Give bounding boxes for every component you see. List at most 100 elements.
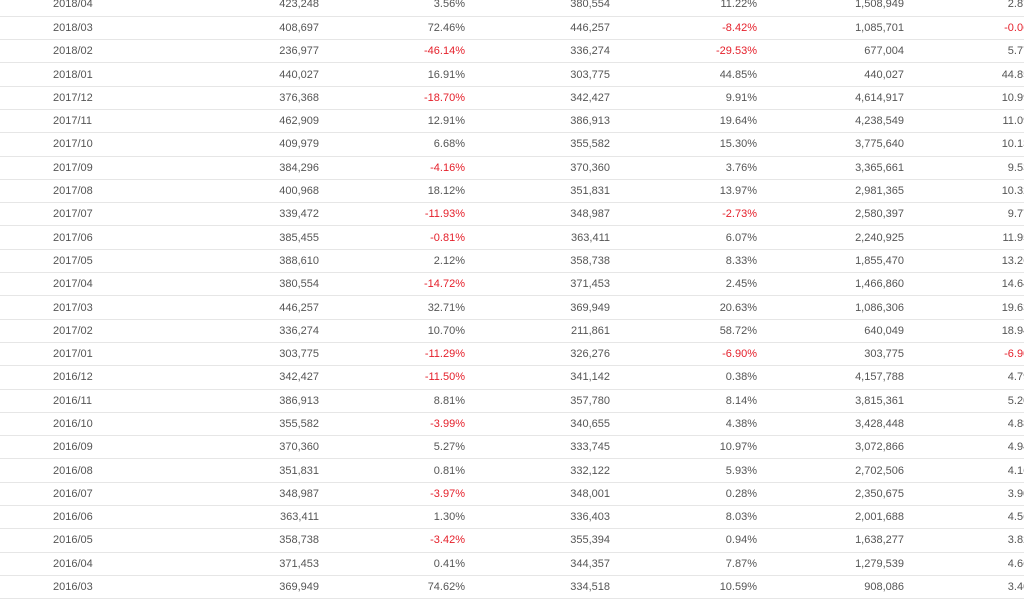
value-1-cell: 423,248 — [153, 0, 319, 17]
cumulative-change-cell: 10.99% — [904, 86, 1024, 110]
table-row: 2016/04 371,453 0.41% 344,357 7.87% 1,27… — [0, 552, 1024, 576]
value-2-cell: 340,655 — [465, 412, 610, 437]
cumulative-change-cell: 4.56% — [904, 505, 1024, 530]
cumulative-value-cell: 1,279,539 — [757, 552, 904, 576]
change-1-cell: -11.93% — [319, 202, 465, 227]
cumulative-value-cell: 3,775,640 — [757, 132, 904, 157]
change-2-cell: 9.91% — [610, 86, 757, 110]
month-cell: 2017/12 — [0, 86, 153, 110]
value-2-cell: 336,274 — [465, 39, 610, 64]
value-2-cell: 351,831 — [465, 179, 610, 204]
month-cell: 2017/05 — [0, 249, 153, 274]
change-1-cell: -3.97% — [319, 482, 465, 507]
change-2-cell: 15.30% — [610, 132, 757, 157]
change-2-cell: 58.72% — [610, 319, 757, 343]
month-cell: 2016/11 — [0, 389, 153, 413]
table-row: 2017/11 462,909 12.91% 386,913 19.64% 4,… — [0, 109, 1024, 134]
cumulative-change-cell: 3.40% — [904, 575, 1024, 600]
cumulative-value-cell: 4,614,917 — [757, 86, 904, 110]
month-cell: 2017/07 — [0, 202, 153, 227]
value-1-cell: 440,027 — [153, 62, 319, 87]
cumulative-change-cell: 3.82% — [904, 528, 1024, 553]
table-row: 2018/02 236,977 -46.14% 336,274 -29.53% … — [0, 39, 1024, 64]
cumulative-value-cell: 908,086 — [757, 575, 904, 600]
value-1-cell: 358,738 — [153, 528, 319, 553]
table-row: 2018/04 423,248 3.56% 380,554 11.22% 1,5… — [0, 0, 1024, 17]
table-row: 2016/08 351,831 0.81% 332,122 5.93% 2,70… — [0, 458, 1024, 483]
value-2-cell: 355,582 — [465, 132, 610, 157]
value-1-cell: 370,360 — [153, 435, 319, 460]
month-cell: 2016/12 — [0, 365, 153, 390]
change-1-cell: -4.16% — [319, 156, 465, 180]
cumulative-change-cell: 5.20% — [904, 389, 1024, 413]
value-1-cell: 351,831 — [153, 458, 319, 483]
cumulative-change-cell: 5.77% — [904, 39, 1024, 64]
value-1-cell: 369,949 — [153, 575, 319, 600]
month-cell: 2016/08 — [0, 458, 153, 483]
table-row: 2017/08 400,968 18.12% 351,831 13.97% 2,… — [0, 179, 1024, 204]
change-1-cell: 74.62% — [319, 575, 465, 600]
cumulative-change-cell: 2.87% — [904, 0, 1024, 17]
table-row: 2017/10 409,979 6.68% 355,582 15.30% 3,7… — [0, 132, 1024, 157]
change-2-cell: 10.97% — [610, 435, 757, 460]
table-row: 2017/05 388,610 2.12% 358,738 8.33% 1,85… — [0, 249, 1024, 274]
value-1-cell: 408,697 — [153, 16, 319, 41]
change-1-cell: 5.27% — [319, 435, 465, 460]
month-cell: 2016/05 — [0, 528, 153, 553]
change-2-cell: 2.45% — [610, 272, 757, 297]
change-2-cell: -6.90% — [610, 342, 757, 367]
value-2-cell: 333,745 — [465, 435, 610, 460]
change-2-cell: 11.22% — [610, 0, 757, 17]
change-2-cell: 8.33% — [610, 249, 757, 274]
month-cell: 2017/01 — [0, 342, 153, 367]
month-cell: 2018/02 — [0, 39, 153, 64]
change-2-cell: -29.53% — [610, 39, 757, 64]
cumulative-change-cell: 19.63% — [904, 295, 1024, 320]
cumulative-value-cell: 640,049 — [757, 319, 904, 343]
cumulative-change-cell: 4.16% — [904, 458, 1024, 483]
value-2-cell: 446,257 — [465, 16, 610, 41]
table-row: 2017/06 385,455 -0.81% 363,411 6.07% 2,2… — [0, 225, 1024, 250]
value-1-cell: 348,987 — [153, 482, 319, 507]
value-1-cell: 400,968 — [153, 179, 319, 204]
value-2-cell: 334,518 — [465, 575, 610, 600]
value-2-cell: 326,276 — [465, 342, 610, 367]
month-cell: 2018/04 — [0, 0, 153, 17]
change-1-cell: 10.70% — [319, 319, 465, 343]
value-2-cell: 332,122 — [465, 458, 610, 483]
cumulative-change-cell: 9.53% — [904, 156, 1024, 180]
change-2-cell: 44.85% — [610, 62, 757, 87]
value-1-cell: 339,472 — [153, 202, 319, 227]
month-cell: 2017/03 — [0, 295, 153, 320]
change-2-cell: 0.28% — [610, 482, 757, 507]
cumulative-change-cell: 18.94% — [904, 319, 1024, 343]
value-1-cell: 388,610 — [153, 249, 319, 274]
cumulative-value-cell: 2,580,397 — [757, 202, 904, 227]
cumulative-value-cell: 2,702,506 — [757, 458, 904, 483]
cumulative-value-cell: 1,086,306 — [757, 295, 904, 320]
month-cell: 2017/09 — [0, 156, 153, 180]
value-1-cell: 446,257 — [153, 295, 319, 320]
table-row: 2017/03 446,257 32.71% 369,949 20.63% 1,… — [0, 295, 1024, 320]
value-2-cell: 371,453 — [465, 272, 610, 297]
change-2-cell: 20.63% — [610, 295, 757, 320]
value-2-cell: 370,360 — [465, 156, 610, 180]
cumulative-value-cell: 4,238,549 — [757, 109, 904, 134]
month-cell: 2017/06 — [0, 225, 153, 250]
value-2-cell: 341,142 — [465, 365, 610, 390]
change-1-cell: -14.72% — [319, 272, 465, 297]
table-row: 2017/01 303,775 -11.29% 326,276 -6.90% 3… — [0, 342, 1024, 367]
cumulative-value-cell: 3,365,661 — [757, 156, 904, 180]
change-1-cell: -11.29% — [319, 342, 465, 367]
value-2-cell: 342,427 — [465, 86, 610, 110]
change-1-cell: 3.56% — [319, 0, 465, 17]
cumulative-value-cell: 1,855,470 — [757, 249, 904, 274]
month-cell: 2018/03 — [0, 16, 153, 41]
value-1-cell: 236,977 — [153, 39, 319, 64]
value-2-cell: 211,861 — [465, 319, 610, 343]
value-1-cell: 371,453 — [153, 552, 319, 576]
table-row: 2016/03 369,949 74.62% 334,518 10.59% 90… — [0, 575, 1024, 600]
value-1-cell: 336,274 — [153, 319, 319, 343]
change-2-cell: -2.73% — [610, 202, 757, 227]
change-2-cell: -8.42% — [610, 16, 757, 41]
